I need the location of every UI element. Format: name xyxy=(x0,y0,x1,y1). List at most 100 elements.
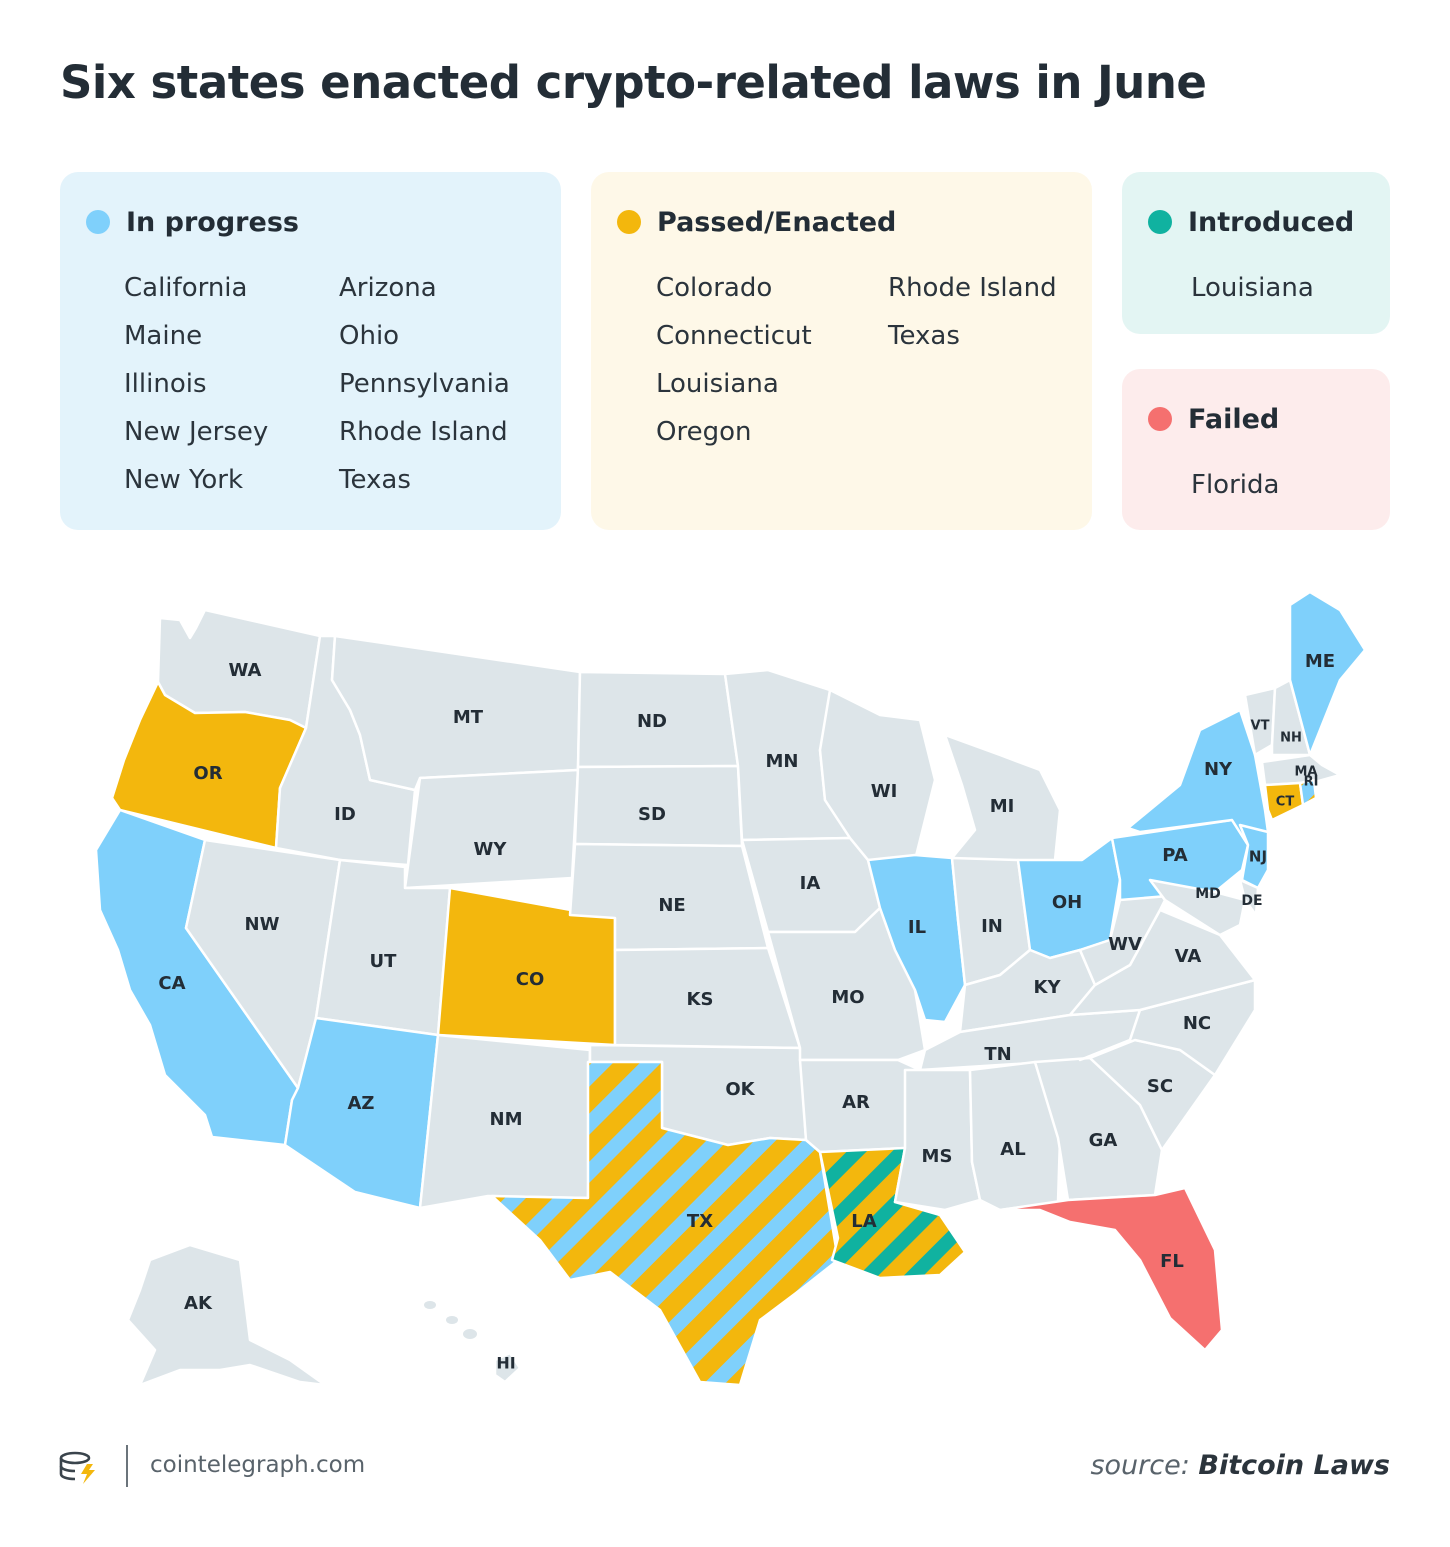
legend-introduced: Introduced Louisiana xyxy=(1122,172,1390,334)
list-item: Texas xyxy=(888,321,960,351)
legend-failed: Failed Florida xyxy=(1122,369,1390,530)
legend-label-in-progress: In progress xyxy=(126,206,299,238)
state-label-ny: NY xyxy=(1204,759,1233,780)
list-item: Florida xyxy=(1191,470,1280,500)
state-label-mi: MI xyxy=(990,796,1015,817)
list-item: New Jersey xyxy=(124,417,269,447)
legend-passed: Passed/Enacted Colorado Connecticut Loui… xyxy=(591,172,1092,530)
state-label-mn: MN xyxy=(766,751,799,772)
legend-header-in-progress: In progress xyxy=(86,206,299,238)
state-label-mt: MT xyxy=(453,707,484,728)
hawaii-island xyxy=(463,1329,477,1339)
legend-label-passed: Passed/Enacted xyxy=(657,206,897,238)
state-label-wi: WI xyxy=(871,781,898,802)
state-nc xyxy=(1078,978,1257,1077)
list-item: Arizona xyxy=(339,273,437,303)
state-label-ri: RI xyxy=(1304,775,1319,790)
list-item: Ohio xyxy=(339,321,400,351)
state-label-vt: VT xyxy=(1251,719,1270,734)
state-label-az: AZ xyxy=(348,1093,375,1114)
state-label-ut: UT xyxy=(370,951,398,972)
list-item: Illinois xyxy=(124,369,207,399)
state-label-ks: KS xyxy=(687,989,714,1010)
hawaii-island xyxy=(446,1316,458,1324)
state-label-sc: SC xyxy=(1147,1076,1173,1097)
state-label-nm: NM xyxy=(490,1109,523,1130)
us-map: WA OR CA ID NW MT WY UT AZ CO NM ND SD NE KS OK TX MN IA MO… xyxy=(94,590,1367,1387)
state-label-nc: NC xyxy=(1183,1013,1211,1034)
state-label-pa: PA xyxy=(1162,845,1188,866)
state-il xyxy=(866,853,967,1024)
state-label-la: LA xyxy=(851,1211,876,1232)
state-label-tn: TN xyxy=(984,1044,1011,1065)
list-item: Maine xyxy=(124,321,203,351)
state-label-ms: MS xyxy=(922,1146,953,1167)
legend-list-passed-col2: Rhode Island Texas xyxy=(888,264,1057,360)
state-label-ne: NE xyxy=(658,895,685,916)
state-label-ga: GA xyxy=(1089,1130,1118,1151)
list-item: Rhode Island xyxy=(339,417,508,447)
list-item: California xyxy=(124,273,248,303)
legend-in-progress: In progress California Maine Illinois Ne… xyxy=(60,172,561,530)
state-label-ia: IA xyxy=(800,873,821,894)
state-label-il: IL xyxy=(908,917,926,938)
state-label-fl: FL xyxy=(1160,1251,1184,1272)
state-label-id: ID xyxy=(334,804,356,825)
legend-list-failed: Florida xyxy=(1191,461,1279,509)
state-label-wv: WV xyxy=(1108,934,1142,955)
state-label-al: AL xyxy=(1000,1139,1025,1160)
state-de xyxy=(1238,878,1260,917)
state-fl xyxy=(998,1186,1224,1352)
state-ri xyxy=(1298,778,1318,807)
state-md xyxy=(1148,878,1247,937)
page-title: Six states enacted crypto-related laws i… xyxy=(60,56,1207,109)
state-label-tx: TX xyxy=(687,1211,713,1232)
state-label-wy: WY xyxy=(474,839,508,860)
state-tx xyxy=(490,1060,840,1387)
legend-list-passed-col1: Colorado Connecticut Louisiana Oregon xyxy=(656,264,812,456)
state-label-va: VA xyxy=(1175,946,1202,967)
list-item: Pennsylvania xyxy=(339,369,510,399)
cointelegraph-logo-icon xyxy=(59,1451,95,1484)
state-ny xyxy=(1126,708,1270,847)
legend-header-failed: Failed xyxy=(1148,403,1279,435)
source-credit: source: Bitcoin Laws xyxy=(1090,1450,1390,1481)
state-ak xyxy=(126,1243,327,1387)
list-item: Texas xyxy=(339,465,411,495)
hawaii-island xyxy=(424,1301,436,1309)
state-label-nd: ND xyxy=(637,711,667,732)
source-name: Bitcoin Laws xyxy=(1198,1450,1390,1481)
introduced-dot-icon xyxy=(1148,210,1172,234)
state-label-ar: AR xyxy=(842,1092,870,1113)
state-label-md: MD xyxy=(1195,886,1221,902)
state-label-nh: NH xyxy=(1280,731,1302,746)
state-mo xyxy=(766,906,927,1062)
state-label-nw: NW xyxy=(245,914,280,935)
state-ms xyxy=(893,1068,982,1212)
list-item: Colorado xyxy=(656,273,773,303)
state-label-ma: MA xyxy=(1295,765,1318,780)
state-label-oh: OH xyxy=(1052,892,1082,913)
state-label-ky: KY xyxy=(1034,977,1062,998)
state-label-nj: NJ xyxy=(1249,848,1267,866)
state-label-or: OR xyxy=(193,763,222,784)
state-label-co: CO xyxy=(516,969,545,990)
state-label-ok: OK xyxy=(725,1079,755,1100)
state-ct xyxy=(1263,781,1305,822)
list-item: Louisiana xyxy=(1191,273,1314,303)
in-progress-dot-icon xyxy=(86,210,110,234)
legend-header-passed: Passed/Enacted xyxy=(617,206,896,238)
state-label-sd: SD xyxy=(638,804,666,825)
passed-dot-icon xyxy=(617,210,641,234)
legend-label-introduced: Introduced xyxy=(1188,206,1355,238)
legend-list-introduced: Louisiana xyxy=(1191,264,1314,312)
state-label-ct: CT xyxy=(1276,795,1295,810)
list-item: New York xyxy=(124,465,244,495)
state-label-mo: MO xyxy=(831,987,864,1008)
state-label-me: ME xyxy=(1305,651,1335,672)
state-wy xyxy=(403,768,580,890)
state-hi xyxy=(493,1351,522,1384)
list-item: Louisiana xyxy=(656,369,779,399)
state-label-de: DE xyxy=(1241,893,1262,909)
list-item: Oregon xyxy=(656,417,752,447)
